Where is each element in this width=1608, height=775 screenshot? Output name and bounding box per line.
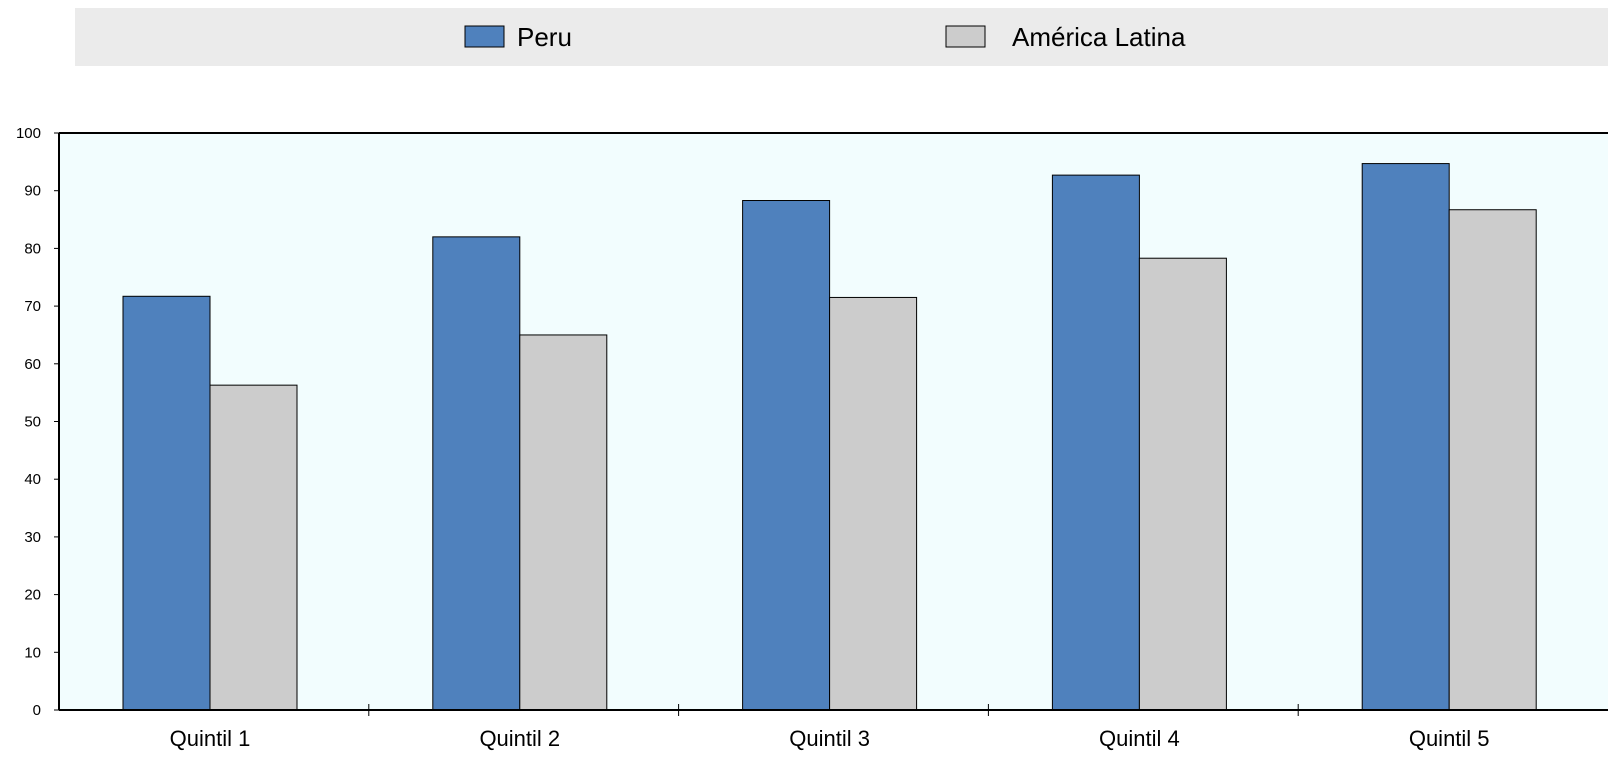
y-tick-label-10: 10 <box>24 644 41 661</box>
x-tick-label-5: Quintil 5 <box>1409 726 1490 751</box>
x-tick-label-2: Quintil 2 <box>479 726 560 751</box>
y-tick-label-90: 90 <box>24 183 41 200</box>
bar-peru-4 <box>1051 174 1140 711</box>
y-tick-label-60: 60 <box>24 356 41 373</box>
bar-am-rica-latina-1 <box>209 384 298 711</box>
bar-peru-5 <box>1361 163 1450 711</box>
x-tick-label-1: Quintil 1 <box>170 726 251 751</box>
y-tick-label-20: 20 <box>24 587 41 604</box>
y-tick-label-0: 0 <box>33 702 41 719</box>
bar-am-rica-latina-5 <box>1448 209 1537 711</box>
bar-am-rica-latina-4 <box>1138 257 1227 711</box>
bar-am-rica-latina-3 <box>829 296 918 711</box>
legend-label-1: Peru <box>517 22 572 52</box>
legend-background <box>75 8 1608 66</box>
y-tick-label-50: 50 <box>24 414 41 431</box>
legend: Peru América Latina <box>464 22 1186 52</box>
legend-label-2: América Latina <box>1012 22 1186 52</box>
bars-group <box>122 163 1537 711</box>
x-tick-label-4: Quintil 4 <box>1099 726 1180 751</box>
x-tick-label-3: Quintil 3 <box>789 726 870 751</box>
bar-peru-1 <box>122 295 211 711</box>
bar-peru-2 <box>432 236 521 711</box>
y-tick-label-80: 80 <box>24 240 41 257</box>
y-tick-label-30: 30 <box>24 529 41 546</box>
bar-am-rica-latina-2 <box>519 334 608 711</box>
x-axis-ticks: Quintil 1 Quintil 2 Quintil 3 Quintil 4 Quin… <box>170 704 1490 751</box>
legend-swatch-1 <box>464 25 505 48</box>
legend-swatch-2 <box>945 25 986 48</box>
y-tick-label-40: 40 <box>24 471 41 488</box>
y-tick-label-70: 70 <box>24 298 41 315</box>
y-axis-ticks: 0 10 20 30 40 50 60 70 80 90 100 <box>16 125 59 719</box>
y-tick-label-100: 100 <box>16 125 41 142</box>
bar-peru-3 <box>742 200 831 711</box>
